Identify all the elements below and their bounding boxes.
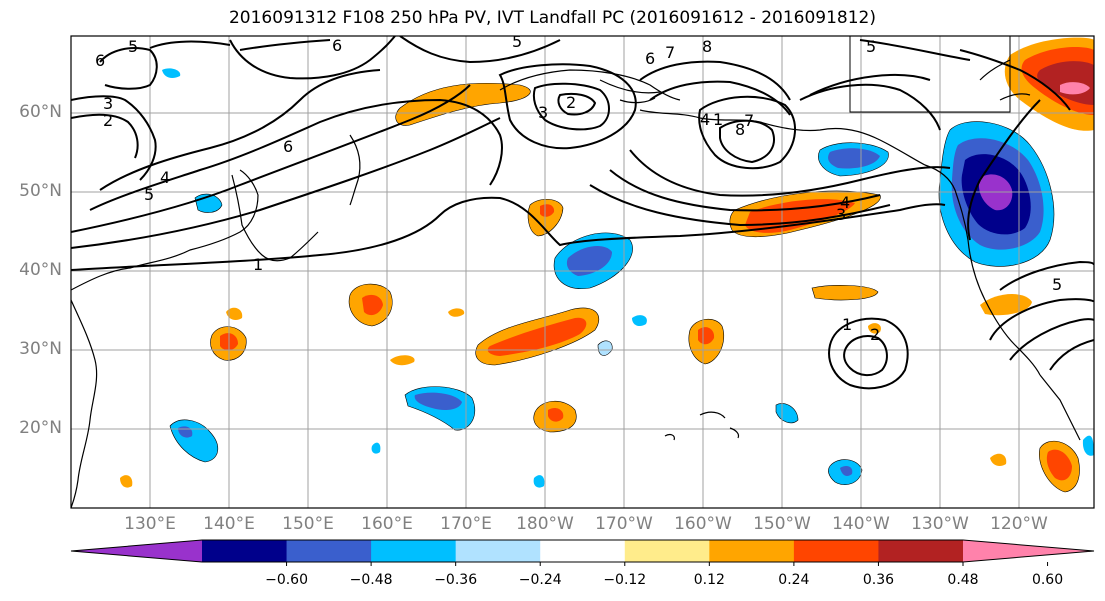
- map-panel: 5 6 3 2 5 4 6 1 6 5 8 7 6 3 2 4 8 7 1 5 …: [70, 32, 1095, 509]
- lat-label: 60°N: [19, 102, 62, 122]
- contour-label: 8: [702, 37, 712, 56]
- colorbar-segment: [540, 540, 626, 562]
- colorbar-tick-label: 0.48: [947, 572, 979, 588]
- colorbar-tick-label: 0.24: [778, 572, 810, 588]
- lon-label: 160°E: [361, 514, 413, 534]
- contour-label: 3: [103, 94, 113, 113]
- contour-label: 1: [713, 110, 723, 129]
- contour-label: 6: [95, 51, 105, 70]
- lon-label: 130°W: [911, 514, 969, 534]
- contour-label: 1: [253, 255, 263, 274]
- contour-label: 1: [842, 315, 852, 334]
- lat-label: 30°N: [19, 339, 62, 359]
- lon-label: 180°W: [516, 514, 574, 534]
- contour-label: 6: [332, 36, 342, 55]
- contour-labels: 5 6 3 2 5 4 6 1 6 5 8 7 6 3 2 4 8 7 1 5 …: [95, 32, 1062, 344]
- colorbar-tick-label: 0.60: [1031, 572, 1064, 588]
- contour-label: 5: [128, 37, 138, 56]
- contour-label: 2: [103, 111, 113, 130]
- contour-label: 6: [645, 49, 655, 68]
- colorbar-segment: [709, 540, 795, 562]
- contour-label: 8: [735, 120, 745, 139]
- lon-label: 140°W: [832, 514, 890, 534]
- lat-lon-grid: [71, 36, 1094, 508]
- contour-label: 4: [700, 110, 710, 129]
- pv-contours: [71, 36, 1094, 390]
- lon-label: 130°E: [124, 514, 176, 534]
- colorbar-segment: [286, 540, 372, 562]
- contour-label: 5: [512, 32, 522, 51]
- contour-label: 4: [840, 193, 850, 212]
- contour-label: 3: [836, 205, 846, 224]
- colorbar-tick-label: −0.60: [265, 572, 308, 588]
- contour-label: 2: [870, 325, 880, 344]
- map-title: 2016091312 F108 250 hPa PV, IVT Landfall…: [228, 8, 876, 28]
- lon-label: 140°E: [203, 514, 255, 534]
- colorbar-segment: [202, 540, 288, 562]
- contour-label: 6: [283, 137, 293, 156]
- colorbar-segment: [455, 540, 541, 562]
- contour-label: 2: [566, 93, 576, 112]
- lon-label: 120°W: [990, 514, 1048, 534]
- contour-label: 7: [744, 111, 754, 130]
- lon-label: 170°E: [440, 514, 492, 534]
- colorbar-tick-label: −0.12: [603, 572, 647, 588]
- colorbar-extend-high: [963, 540, 1094, 562]
- colorbar-segment: [371, 540, 457, 562]
- lat-label: 20°N: [19, 418, 62, 438]
- contour-label: 5: [144, 185, 154, 204]
- lon-label: 160°W: [674, 514, 732, 534]
- colorbar-tick-label: 0.12: [693, 572, 725, 588]
- contour-label: 7: [665, 43, 675, 62]
- contour-label: 5: [1052, 275, 1062, 294]
- contour-label: 3: [538, 103, 548, 122]
- lat-label: 50°N: [19, 181, 62, 201]
- colorbar-tick-label: −0.36: [434, 572, 478, 588]
- colorbar-tick-label: −0.24: [518, 572, 562, 588]
- contour-label: 4: [160, 168, 170, 187]
- colorbar-extend-low: [71, 540, 202, 562]
- colorbar-tick-label: −0.48: [349, 572, 393, 588]
- lon-label: 150°W: [753, 514, 811, 534]
- lon-label: 150°E: [282, 514, 334, 534]
- lat-label: 40°N: [19, 260, 62, 280]
- colorbar-segment: [793, 540, 879, 562]
- colorbar-segment: [878, 540, 964, 562]
- colorbar-tick-label: 0.36: [862, 572, 895, 588]
- contour-label: 5: [866, 37, 876, 56]
- lon-label: 170°W: [595, 514, 653, 534]
- colorbar-outline: [70, 539, 1095, 563]
- colorbar-segment: [624, 540, 710, 562]
